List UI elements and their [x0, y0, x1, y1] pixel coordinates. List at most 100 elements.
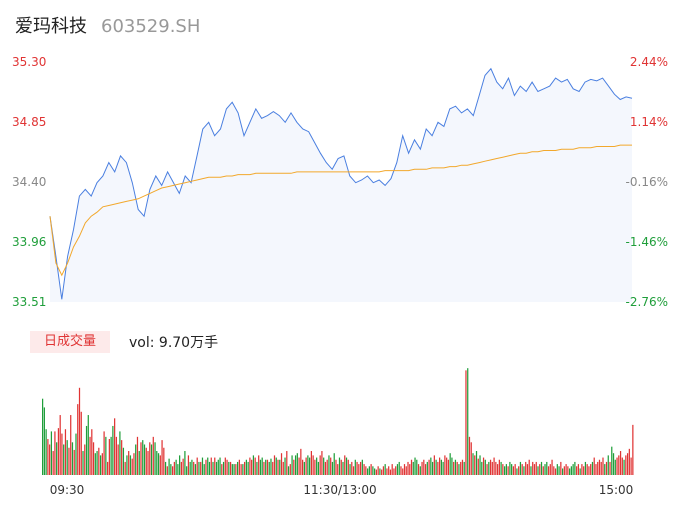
volume-bar	[468, 436, 471, 475]
volume-bar	[156, 451, 158, 475]
volume-bar	[258, 455, 260, 475]
volume-bar	[236, 461, 239, 475]
volume-bar	[171, 466, 174, 475]
volume-bar	[131, 458, 133, 475]
volume-bar	[472, 453, 474, 475]
volume-bar	[164, 461, 167, 475]
volume-bar	[567, 466, 569, 475]
volume-bar	[554, 468, 557, 475]
volume-bar	[593, 457, 595, 475]
volume-bar	[105, 436, 107, 475]
volume-bar	[372, 466, 374, 475]
volume-tab[interactable]: 日成交量	[30, 331, 110, 353]
volume-bar	[528, 459, 530, 475]
volume-bar	[324, 461, 327, 475]
volume-bar	[254, 457, 256, 475]
y-tick-left: 35.30	[12, 55, 46, 69]
volume-bar	[526, 464, 529, 475]
volume-bar	[129, 455, 132, 475]
volume-bar	[426, 461, 428, 475]
volume-bar	[207, 457, 209, 475]
volume-bar	[273, 455, 276, 475]
volume-bar	[266, 459, 269, 475]
volume-bar	[354, 459, 356, 475]
volume-bar	[584, 461, 587, 475]
y-tick-left: 33.51	[12, 295, 46, 309]
volume-bar	[117, 444, 119, 475]
volume-bar	[78, 387, 81, 475]
volume-bar	[614, 459, 616, 475]
volume-bar	[66, 440, 68, 475]
volume-bar	[479, 455, 481, 475]
volume-bar	[84, 444, 86, 475]
volume-bar	[186, 466, 188, 475]
volume-bar	[289, 464, 291, 475]
volume-bar	[435, 459, 437, 475]
volume-bar	[461, 459, 464, 475]
volume-bar	[579, 468, 581, 475]
average-price-line	[49, 144, 632, 277]
volume-bar	[460, 461, 462, 475]
volume-bar	[556, 464, 558, 475]
volume-bar	[280, 453, 283, 475]
volume-bar	[159, 455, 161, 475]
volume-bar	[351, 461, 353, 475]
volume-bar	[149, 442, 151, 475]
volume-bar	[530, 466, 532, 475]
volume-bar	[110, 436, 112, 475]
volume-bar	[625, 455, 627, 475]
volume-bar	[516, 468, 518, 475]
volume-bar	[256, 461, 258, 475]
volume-bar	[544, 464, 546, 475]
volume-bar	[481, 461, 483, 475]
volume-bar	[252, 455, 255, 475]
y-tick-right: 2.44%	[630, 55, 668, 69]
volume-bar	[412, 461, 414, 475]
volume-bar	[389, 469, 392, 475]
volume-bar	[196, 457, 198, 475]
volume-bar	[446, 457, 448, 475]
volume-bar	[128, 451, 130, 475]
volume-bar	[630, 457, 632, 475]
volume-bar	[68, 447, 70, 475]
volume-bar	[377, 466, 379, 475]
volume-bar	[284, 457, 286, 475]
x-tick-label: 09:30	[50, 483, 85, 497]
volume-bar	[518, 466, 520, 475]
volume-bar	[565, 464, 567, 475]
volume-bar	[458, 464, 460, 475]
volume-bar	[414, 457, 416, 475]
volume-bar	[191, 459, 193, 475]
volume-bar	[361, 459, 363, 475]
volume-bar	[135, 444, 137, 475]
volume-bar	[163, 447, 165, 475]
x-tick-label: 15:00	[599, 483, 634, 497]
volume-bar	[521, 464, 523, 475]
volume-bar	[467, 368, 469, 475]
volume-bar	[421, 461, 423, 475]
volume-bar	[238, 459, 240, 475]
volume-bar	[184, 451, 186, 475]
volume-bar	[333, 453, 335, 475]
volume-bar	[442, 461, 444, 475]
volume-bar	[547, 466, 550, 475]
volume-bar	[147, 451, 149, 475]
volume-bar	[215, 461, 218, 475]
volume-bar	[166, 466, 168, 475]
volume-bar	[98, 447, 100, 475]
volume-bar	[82, 451, 84, 475]
volume-bar	[419, 466, 421, 475]
volume-bar	[405, 466, 407, 475]
volume-bar	[175, 459, 177, 475]
volume-bar	[145, 447, 147, 475]
volume-bar	[605, 461, 608, 475]
volume-bar	[270, 458, 272, 475]
volume-bar	[553, 466, 555, 475]
price-area-fill	[50, 68, 632, 302]
volume-bar	[498, 459, 500, 475]
volume-bar	[514, 464, 516, 475]
volume-bar	[59, 415, 61, 475]
volume-bar	[465, 370, 467, 475]
volume-bar	[523, 466, 525, 475]
